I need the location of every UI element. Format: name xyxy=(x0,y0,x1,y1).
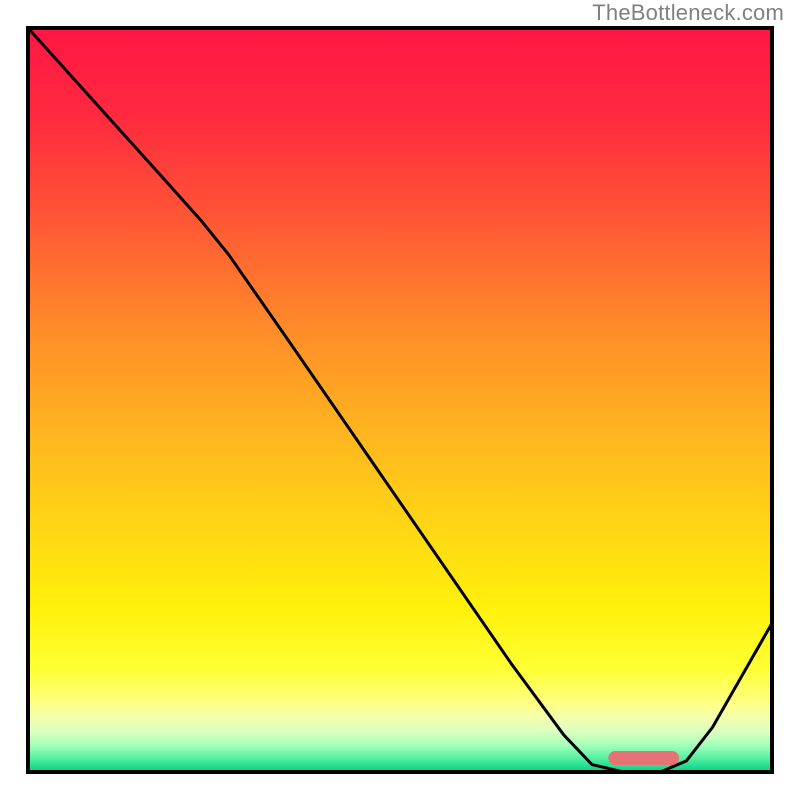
watermark-text: TheBottleneck.com xyxy=(592,0,784,26)
optimal-range-marker xyxy=(608,751,679,765)
chart-container: TheBottleneck.com xyxy=(0,0,800,800)
bottleneck-chart xyxy=(0,0,800,800)
gradient-background xyxy=(28,28,772,772)
